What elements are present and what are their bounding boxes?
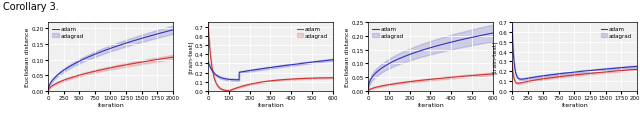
X-axis label: iteration: iteration xyxy=(97,102,124,107)
X-axis label: iteration: iteration xyxy=(561,102,588,107)
X-axis label: iteration: iteration xyxy=(257,102,284,107)
Y-axis label: Euclidean distance: Euclidean distance xyxy=(25,28,30,86)
Text: Corollary 3.: Corollary 3. xyxy=(3,2,59,12)
X-axis label: iteration: iteration xyxy=(417,102,444,107)
Y-axis label: |train-test|: |train-test| xyxy=(188,40,194,74)
Y-axis label: |train-test|: |train-test| xyxy=(492,40,498,74)
Y-axis label: Euclidean distance: Euclidean distance xyxy=(345,28,350,86)
Legend: adam, adagrad: adam, adagrad xyxy=(599,26,634,40)
Legend: adam, adagrad: adam, adagrad xyxy=(295,26,330,40)
Legend: adam, adagrad: adam, adagrad xyxy=(51,26,86,40)
Legend: adam, adagrad: adam, adagrad xyxy=(371,26,406,40)
